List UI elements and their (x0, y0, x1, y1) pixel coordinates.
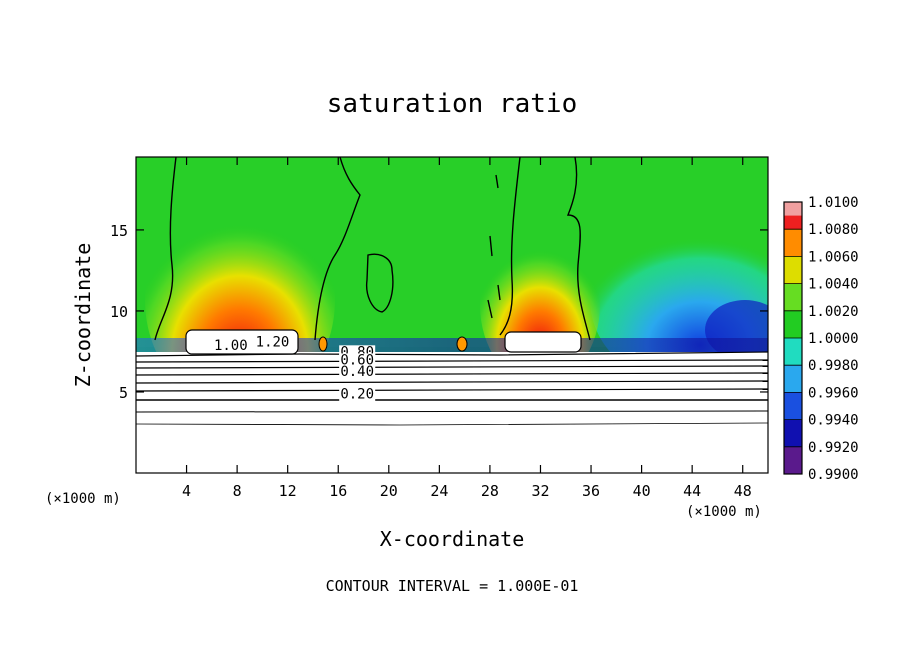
x-tick-label: 36 (582, 482, 600, 500)
contour-label-bg (339, 364, 376, 379)
colorbar-tick-label: 0.9980 (808, 358, 859, 374)
colorbar-tick-label: 1.0100 (808, 195, 859, 211)
x-unit-label: (×1000 m) (686, 504, 762, 520)
colorbar-segment (784, 338, 802, 366)
x-tick-label: 24 (430, 482, 448, 500)
x-tick-label: 32 (531, 482, 549, 500)
colorbar-tick-label: 1.0060 (808, 249, 859, 265)
heatmap-field (136, 157, 768, 473)
contour-label: 0.60 (340, 352, 374, 368)
contour-label: 0.20 (340, 386, 374, 402)
colorbar-tick-label: 0.9900 (808, 467, 859, 483)
colorbar-tick-label: 1.0080 (808, 222, 859, 238)
x-axis-title: X-coordinate (380, 527, 525, 551)
contour-label-bg (254, 335, 291, 350)
colorbar-segment (784, 283, 802, 311)
contour-lines-stable-layer (136, 351, 768, 426)
x-tick-label: 12 (279, 482, 297, 500)
y-tick-label: 15 (110, 222, 128, 240)
x-tick-label: 8 (233, 482, 242, 500)
colorbar-tick-label: 0.9940 (808, 413, 859, 429)
colorbar-segment (784, 310, 802, 338)
x-tick-label: 48 (734, 482, 752, 500)
colorbar-tick-label: 0.9960 (808, 385, 859, 401)
y-axis-title: Z-coordinate (71, 243, 95, 388)
colorbar-segment (784, 419, 802, 447)
contour-lines-upper (154, 157, 591, 341)
contour-label: 0.40 (340, 364, 374, 380)
colorbar-segment (784, 392, 802, 420)
contour-label-bg (339, 387, 376, 402)
colorbar-segment-top (784, 202, 802, 216)
y-tick-label: 5 (119, 384, 128, 402)
colorbar-segment (784, 365, 802, 393)
contour-label: 1.20 (256, 335, 290, 351)
chart-title: saturation ratio (327, 89, 577, 119)
plot-frame (135, 156, 769, 474)
colorbar-tick-label: 0.9920 (808, 440, 859, 456)
contour-interval-label: CONTOUR INTERVAL = 1.000E-01 (326, 577, 579, 595)
colorbar: 0.9900 0.9920 0.9940 0.9960 0.9980 1.0000 1.00… (783, 195, 859, 483)
x-tick-label: 40 (633, 482, 651, 500)
x-tick-label: 20 (380, 482, 398, 500)
colorbar-segment (784, 256, 802, 284)
x-tick-label: 16 (329, 482, 347, 500)
x-axis: 4 8 12 16 20 24 28 32 36 40 44 48 (182, 157, 752, 500)
y-axis: 5 10 15 (110, 222, 768, 402)
colorbar-segment (784, 229, 802, 257)
y-unit-label: (×1000 m) (45, 491, 121, 507)
y-tick-label: 10 (110, 303, 128, 321)
colorbar-segment (784, 446, 802, 474)
contour-labels: 1.00 1.200.800.600.400.20 (212, 335, 376, 402)
colorbar-tick-label: 1.0020 (808, 304, 859, 320)
colorbar-tick-label: 1.0040 (808, 277, 859, 293)
colorbar-tick-label: 1.0000 (808, 331, 859, 347)
x-tick-label: 44 (683, 482, 701, 500)
contour-label-bg (339, 353, 376, 368)
contour-label: 1.00 (214, 338, 248, 354)
x-tick-label: 4 (182, 482, 191, 500)
x-tick-label: 28 (481, 482, 499, 500)
contour-label-bg (212, 338, 249, 353)
